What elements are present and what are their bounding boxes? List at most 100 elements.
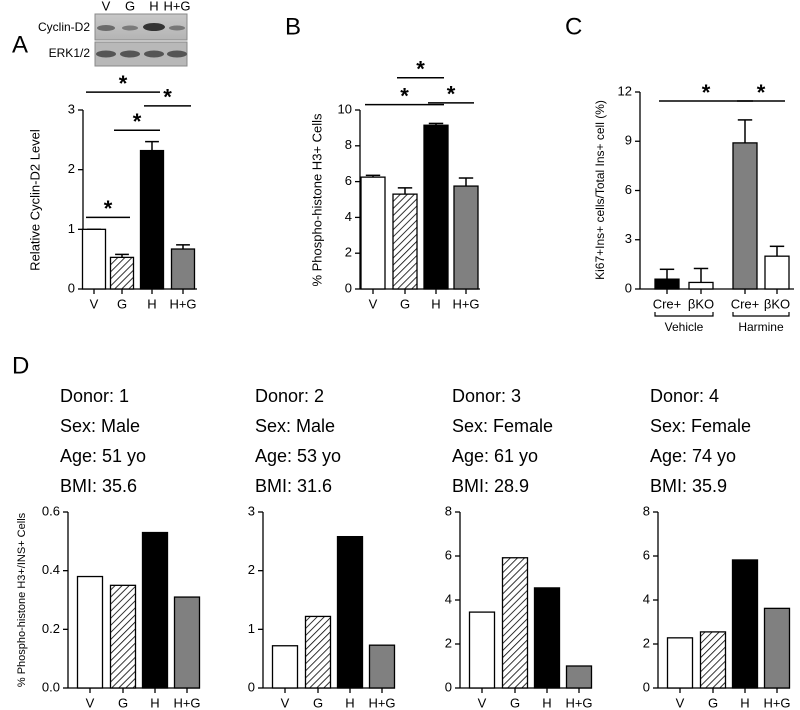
x-tick-label: G <box>313 695 323 710</box>
blot-row-label: ERK1/2 <box>49 46 91 60</box>
bar <box>764 255 790 290</box>
significance-star: * <box>447 82 456 107</box>
bar <box>304 615 332 689</box>
y-tick-label: 10 <box>338 101 352 116</box>
x-tick-label: G <box>400 296 410 311</box>
y-tick-label: 0.4 <box>42 562 60 577</box>
x-tick-label: H+G <box>368 695 395 710</box>
bar <box>173 596 201 689</box>
y-axis-label: % Phospho-histone H3+ Cells <box>309 113 324 287</box>
bar <box>654 278 680 290</box>
y-tick-label: 8 <box>445 503 452 518</box>
donor-info: Sex: Male <box>255 416 335 436</box>
bar <box>699 631 727 689</box>
x-tick-label: H <box>431 296 440 311</box>
bar <box>533 587 561 689</box>
blot-image <box>94 13 188 67</box>
bar <box>565 665 593 689</box>
donor-info: Donor: 1 <box>60 386 129 406</box>
y-tick-label: 1 <box>248 621 255 636</box>
y-axis-label: % Phospho-histone H3+/INS+ Cells <box>16 512 28 687</box>
significance-star: * <box>416 57 425 82</box>
x-tick-label: V <box>86 695 95 710</box>
bar <box>81 228 107 290</box>
donor-info: BMI: 28.9 <box>452 476 529 496</box>
panel-letter: A <box>12 31 28 58</box>
panel-letter: C <box>565 13 582 40</box>
y-tick-label: 4 <box>643 591 650 606</box>
x-tick-label: H <box>147 296 156 311</box>
bar <box>468 611 496 689</box>
x-tick-label: H+G <box>452 296 479 311</box>
donor-info: Donor: 4 <box>650 386 719 406</box>
x-tick-label: G <box>708 695 718 710</box>
x-tick-label: βKO <box>688 296 714 311</box>
significance-star: * <box>400 83 409 108</box>
donor-info: BMI: 31.6 <box>255 476 332 496</box>
donor-info: BMI: 35.6 <box>60 476 137 496</box>
y-tick-label: 3 <box>248 503 255 518</box>
donor-info: Age: 51 yo <box>60 446 146 466</box>
x-tick-label: V <box>90 296 99 311</box>
y-tick-label: 2 <box>248 562 255 577</box>
bar <box>392 193 418 290</box>
y-tick-label: 3 <box>625 231 632 246</box>
y-tick-label: 12 <box>618 83 632 98</box>
donor-info: Age: 53 yo <box>255 446 341 466</box>
x-tick-label: G <box>117 296 127 311</box>
y-tick-label: 0 <box>68 280 75 295</box>
y-axis-label: Relative Cyclin-D2 Level <box>27 129 42 271</box>
significance-star: * <box>757 80 766 105</box>
y-tick-label: 2 <box>345 245 352 260</box>
y-tick-label: 2 <box>68 161 75 176</box>
bar <box>141 531 169 689</box>
x-tick-label: V <box>676 695 685 710</box>
x-tick-label: Cre+ <box>731 296 760 311</box>
y-tick-label: 4 <box>445 591 452 606</box>
y-tick-label: 8 <box>643 503 650 518</box>
x-tick-label: V <box>369 296 378 311</box>
panel-letter: D <box>12 352 29 379</box>
blot-lane-label: H+G <box>163 0 190 13</box>
significance-star: * <box>702 80 711 105</box>
x-tick-label: H+G <box>565 695 592 710</box>
y-tick-label: 0 <box>643 679 650 694</box>
y-tick-label: 6 <box>643 547 650 562</box>
y-tick-label: 6 <box>625 182 632 197</box>
y-tick-label: 6 <box>445 547 452 562</box>
bar <box>666 637 694 689</box>
group-bracket <box>732 312 790 317</box>
bar <box>360 176 386 290</box>
y-tick-label: 0 <box>248 679 255 694</box>
donor-info: Sex: Male <box>60 416 140 436</box>
group-label: Vehicle <box>665 320 704 334</box>
blot-lane-label: V <box>102 0 111 13</box>
x-tick-label: βKO <box>764 296 790 311</box>
donor-info: Donor: 2 <box>255 386 324 406</box>
y-axis-label: Ki67+Ins+ cells/Total Ins+ cell (%) <box>593 100 607 280</box>
bar <box>731 559 759 689</box>
bar <box>76 575 104 689</box>
bar <box>688 281 714 290</box>
donor-info: BMI: 35.9 <box>650 476 727 496</box>
x-tick-label: H <box>150 695 159 710</box>
blot-row-label: Cyclin-D2 <box>38 20 90 34</box>
significance-star: * <box>119 71 128 96</box>
donor-info: Sex: Female <box>452 416 553 436</box>
bar <box>732 142 758 290</box>
donor-info: Donor: 3 <box>452 386 521 406</box>
x-tick-label: H+G <box>169 296 196 311</box>
bar <box>501 557 529 689</box>
significance-star: * <box>133 109 142 134</box>
y-tick-label: 0.0 <box>42 679 60 694</box>
x-tick-label: H+G <box>763 695 790 710</box>
significance-star: * <box>104 196 113 221</box>
y-tick-label: 9 <box>625 133 632 148</box>
y-tick-label: 3 <box>68 101 75 116</box>
donor-info: Age: 61 yo <box>452 446 538 466</box>
group-bracket <box>654 312 714 317</box>
donor-info: Sex: Female <box>650 416 751 436</box>
bar <box>763 607 791 689</box>
bar <box>109 256 135 290</box>
